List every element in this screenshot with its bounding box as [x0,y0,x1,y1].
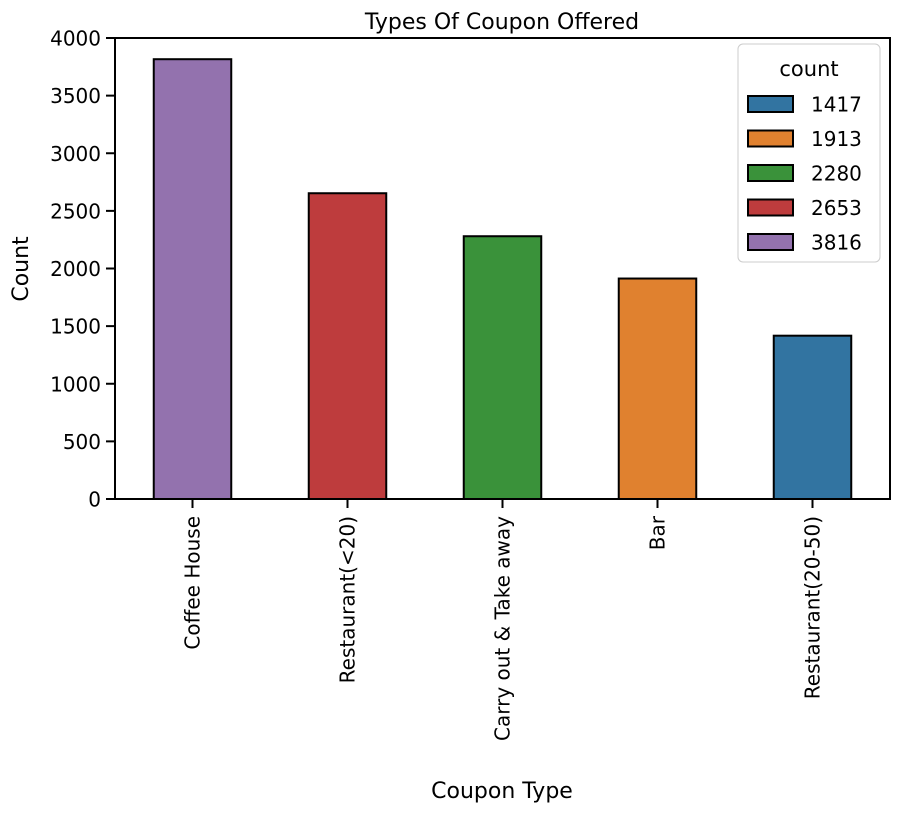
bar-0 [152,58,233,501]
legend-label: 1417 [811,93,862,117]
legend-swatch [747,95,794,113]
y-tick-label: 3500 [50,84,101,108]
x-tick-label: Coffee House [181,516,205,650]
y-tick-label: 3000 [50,142,101,166]
legend-swatch [747,129,794,148]
legend-swatch [747,164,794,182]
legend-swatch [747,198,794,217]
y-axis-label: Count [9,236,34,302]
x-tick-label: Carry out & Take away [491,516,515,741]
legend-label: 2280 [811,162,862,186]
y-tick-label: 1000 [50,372,101,396]
x-tick-label: Bar [646,515,670,550]
y-tick-label: 2000 [50,257,101,281]
x-tick-label: Restaurant(20-50) [801,516,825,699]
legend-label: 3816 [811,231,862,255]
legend-title: count [779,57,838,81]
plot-frame [114,37,891,500]
bar-3 [617,277,698,501]
legend-swatch [747,233,794,251]
legend-label: 1913 [811,127,862,151]
y-tick-label: 0 [88,488,101,512]
bar-1 [307,192,388,500]
y-tick-label: 4000 [50,27,101,51]
y-tick-label: 500 [63,430,101,454]
x-tick-label: Restaurant(<20) [336,516,360,683]
chart-title: Types Of Coupon Offered [364,10,639,35]
legend-label: 2653 [811,196,862,220]
x-axis-label: Coupon Type [431,779,573,804]
bar-4 [772,334,853,500]
y-tick-label: 1500 [50,315,101,339]
bar-2 [462,235,543,500]
y-tick-label: 2500 [50,199,101,223]
